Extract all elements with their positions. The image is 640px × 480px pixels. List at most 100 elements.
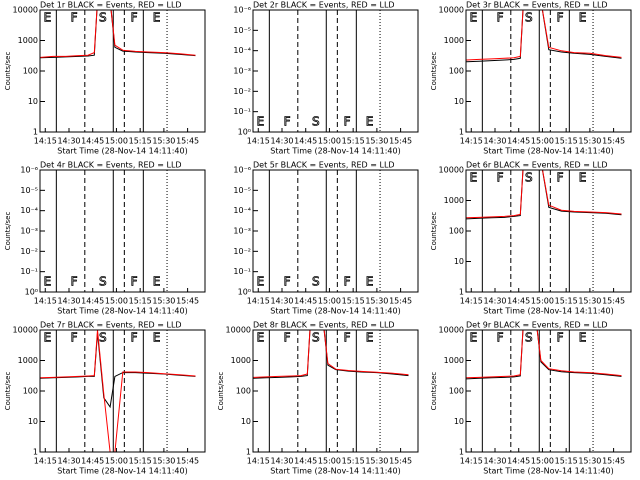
phase-label: E [257, 115, 265, 129]
x-tick-label: 14:30 [270, 457, 293, 466]
x-tick-label: 15:00 [531, 457, 554, 466]
series-line [466, 10, 622, 61]
phase-label: F [557, 331, 564, 345]
y-tick-label: 10⁻⁶ [20, 166, 38, 175]
y-tick-label: 10⁻⁴ [20, 206, 38, 215]
phase-label: S [312, 115, 320, 129]
x-tick-label: 14:45 [507, 297, 530, 306]
y-tick-label: 10000 [439, 6, 464, 15]
phase-label: F [557, 171, 564, 185]
y-axis-label: Counts/sec [217, 372, 225, 411]
x-tick-label: 14:30 [57, 137, 80, 146]
x-tick-label: 15:45 [176, 457, 199, 466]
x-tick-label: 14:15 [247, 457, 270, 466]
y-tick-label: 1000 [18, 36, 38, 45]
x-tick-label: 14:30 [483, 457, 506, 466]
chart-title: Det 5r BLACK = Events, RED = LLD [253, 161, 395, 170]
phase-label: E [470, 11, 478, 25]
y-tick-label: 10 [28, 97, 38, 106]
phase-label: F [131, 275, 138, 289]
chart-title: Det 3r BLACK = Events, RED = LLD [466, 1, 608, 10]
x-tick-label: 14:45 [81, 137, 104, 146]
x-tick-label: 14:15 [460, 137, 483, 146]
chart-title: Det 6r BLACK = Events, RED = LLD [466, 161, 608, 170]
y-tick-label: 10000 [13, 326, 38, 335]
x-axis-label: Start Time (28-Nov-14 14:11:40) [483, 307, 613, 316]
phase-label: F [344, 275, 351, 289]
y-tick-label: 10000 [13, 6, 38, 15]
phase-label: E [579, 171, 587, 185]
plot-frame [465, 169, 632, 293]
chart-title: Det 8r BLACK = Events, RED = LLD [253, 321, 395, 330]
x-tick-label: 15:00 [105, 137, 128, 146]
x-tick-label: 15:15 [342, 297, 365, 306]
x-tick-label: 14:30 [483, 137, 506, 146]
y-tick-label: 100 [449, 387, 464, 396]
phase-label: E [257, 275, 265, 289]
x-axis-label: Start Time (28-Nov-14 14:11:40) [57, 467, 187, 476]
series-line [40, 332, 196, 409]
x-tick-label: 15:45 [389, 137, 412, 146]
y-tick-label: 10 [28, 417, 38, 426]
y-tick-label: 10⁻⁵ [233, 26, 251, 35]
x-tick-label: 14:15 [34, 297, 57, 306]
series-line [40, 10, 196, 58]
phase-label: E [153, 11, 161, 25]
phase-label: F [71, 275, 78, 289]
y-tick-label: 100 [236, 387, 251, 396]
x-axis-label: Start Time (28-Nov-14 14:11:40) [270, 467, 400, 476]
y-tick-label: 10⁰ [238, 288, 251, 297]
x-tick-label: 14:15 [247, 297, 270, 306]
x-tick-label: 15:15 [129, 297, 152, 306]
x-tick-label: 15:45 [176, 137, 199, 146]
phase-label: E [579, 11, 587, 25]
y-tick-label: 10⁻¹ [20, 267, 38, 276]
phase-label: F [344, 331, 351, 345]
x-axis-label: Start Time (28-Nov-14 14:11:40) [270, 147, 400, 156]
x-tick-label: 14:30 [57, 457, 80, 466]
y-tick-label: 1 [246, 448, 251, 457]
x-tick-label: 15:30 [365, 457, 388, 466]
y-tick-label: 100 [23, 67, 38, 76]
x-tick-label: 14:15 [460, 297, 483, 306]
series-line [466, 330, 622, 379]
x-tick-label: 14:45 [81, 457, 104, 466]
y-tick-label: 10 [454, 417, 464, 426]
x-axis-label: Start Time (28-Nov-14 14:11:40) [57, 307, 187, 316]
phase-label: E [470, 331, 478, 345]
phase-label: S [99, 11, 107, 25]
phase-label: S [99, 275, 107, 289]
x-tick-label: 15:15 [555, 297, 578, 306]
chart-title: Det 9r BLACK = Events, RED = LLD [466, 321, 608, 330]
x-tick-label: 15:30 [365, 137, 388, 146]
phase-label: E [470, 171, 478, 185]
x-tick-label: 14:45 [294, 457, 317, 466]
y-axis-label: Counts/sec [430, 52, 438, 91]
plot-frame [465, 329, 632, 453]
plot-frame [252, 169, 419, 293]
x-tick-label: 15:15 [129, 457, 152, 466]
x-tick-label: 15:45 [602, 297, 625, 306]
phase-label: S [312, 275, 320, 289]
y-tick-label: 10000 [439, 166, 464, 175]
phase-label: E [257, 331, 265, 345]
phase-label: E [44, 331, 52, 345]
y-tick-label: 10⁰ [25, 288, 38, 297]
x-tick-label: 15:30 [578, 137, 601, 146]
y-tick-label: 10⁻³ [233, 67, 251, 76]
plot-frame [39, 329, 206, 453]
plot-frame [39, 169, 206, 293]
phase-label: E [44, 11, 52, 25]
x-tick-label: 15:45 [389, 297, 412, 306]
chart-title: Det 7r BLACK = Events, RED = LLD [40, 321, 182, 330]
y-axis-label: Counts/sec [4, 212, 12, 251]
phase-label: E [366, 275, 374, 289]
series-line [466, 10, 622, 63]
x-axis-label: Start Time (28-Nov-14 14:11:40) [483, 467, 613, 476]
phase-label: S [99, 331, 107, 345]
x-axis-label: Start Time (28-Nov-14 14:11:40) [270, 307, 400, 316]
phase-label: S [525, 331, 533, 345]
x-tick-label: 14:15 [247, 137, 270, 146]
phase-label: E [153, 331, 161, 345]
